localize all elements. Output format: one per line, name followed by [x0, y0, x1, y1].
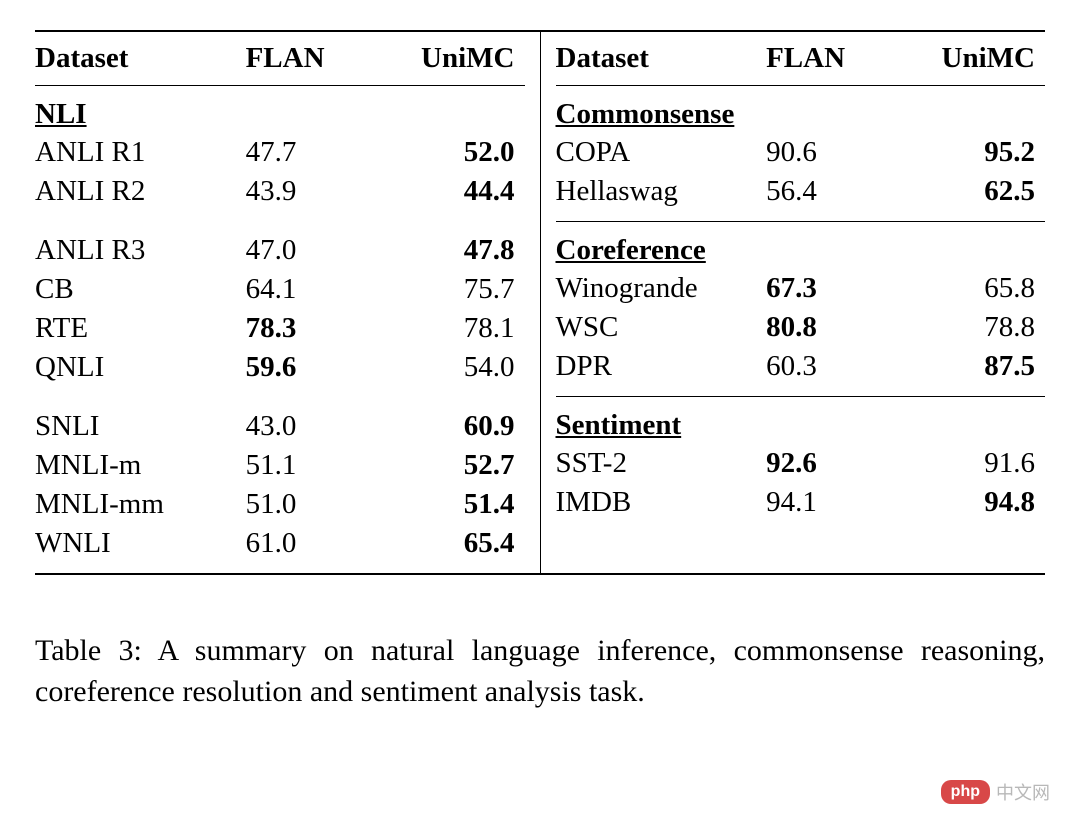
cell-unimc: 51.4 — [383, 488, 525, 521]
table-row: Hellaswag56.462.5 — [556, 172, 1046, 211]
cell-flan: 92.6 — [761, 447, 903, 480]
cell-flan: 56.4 — [761, 175, 903, 208]
cell-flan: 94.1 — [761, 486, 903, 519]
header-unimc: UniMC — [383, 42, 525, 75]
table-header-right: Dataset FLAN UniMC — [556, 32, 1046, 86]
cell-flan: 51.0 — [241, 488, 383, 521]
cell-dataset: QNLI — [35, 351, 241, 384]
cell-flan: 90.6 — [761, 136, 903, 169]
cell-dataset: DPR — [556, 350, 762, 383]
table-caption: Table 3: A summary on natural language i… — [35, 630, 1045, 713]
table-left-half: Dataset FLAN UniMC NLIANLI R147.752.0ANL… — [35, 32, 540, 573]
cell-flan: 51.1 — [241, 449, 383, 482]
cell-unimc: 87.5 — [903, 350, 1045, 383]
table-row: WNLI61.065.4 — [35, 524, 525, 563]
cell-unimc: 54.0 — [383, 351, 525, 384]
table-row: COPA90.695.2 — [556, 133, 1046, 172]
cell-unimc: 47.8 — [383, 234, 525, 267]
cell-flan: 43.9 — [241, 175, 383, 208]
cell-unimc: 91.6 — [903, 447, 1045, 480]
watermark: php 中文网 — [941, 779, 1050, 805]
table-row: Winogrande67.365.8 — [556, 269, 1046, 308]
cell-dataset: SNLI — [35, 410, 241, 443]
cell-unimc: 62.5 — [903, 175, 1045, 208]
table-row: MNLI-mm51.051.4 — [35, 485, 525, 524]
cell-flan: 64.1 — [241, 273, 383, 306]
cell-flan: 59.6 — [241, 351, 383, 384]
cell-dataset: COPA — [556, 136, 762, 169]
cell-unimc: 52.7 — [383, 449, 525, 482]
cell-flan: 60.3 — [761, 350, 903, 383]
cell-dataset: ANLI R2 — [35, 175, 241, 208]
cell-dataset: WSC — [556, 311, 762, 344]
group-title: Commonsense — [556, 96, 1046, 133]
left-groups-container: NLIANLI R147.752.0ANLI R243.944.4ANLI R3… — [35, 86, 525, 573]
cell-dataset: MNLI-mm — [35, 488, 241, 521]
cell-flan: 47.0 — [241, 234, 383, 267]
cell-unimc: 78.8 — [903, 311, 1045, 344]
group-title: Coreference — [556, 232, 1046, 269]
table-header-left: Dataset FLAN UniMC — [35, 32, 525, 86]
cell-flan: 67.3 — [761, 272, 903, 305]
right-groups-container: CommonsenseCOPA90.695.2Hellaswag56.462.5… — [556, 86, 1046, 532]
group-title: Sentiment — [556, 407, 1046, 444]
cell-dataset: Hellaswag — [556, 175, 762, 208]
table-row: MNLI-m51.152.7 — [35, 446, 525, 485]
table-right-half: Dataset FLAN UniMC CommonsenseCOPA90.695… — [540, 32, 1046, 573]
cell-dataset: ANLI R3 — [35, 234, 241, 267]
table-row: ANLI R347.047.8 — [35, 231, 525, 270]
table-row: WSC80.878.8 — [556, 308, 1046, 347]
cell-unimc: 65.4 — [383, 527, 525, 560]
table-group: CoreferenceWinogrande67.365.8WSC80.878.8… — [556, 222, 1046, 397]
header-dataset: Dataset — [556, 42, 762, 75]
table-group: NLIANLI R147.752.0ANLI R243.944.4 — [35, 86, 525, 221]
watermark-text: 中文网 — [996, 779, 1050, 805]
table-group: SNLI43.060.9MNLI-m51.152.7MNLI-mm51.051.… — [35, 397, 525, 573]
table-group: ANLI R347.047.8CB64.175.7RTE78.378.1QNLI… — [35, 221, 525, 397]
cell-dataset: SST-2 — [556, 447, 762, 480]
header-flan: FLAN — [241, 42, 383, 75]
cell-flan: 47.7 — [241, 136, 383, 169]
cell-dataset: RTE — [35, 312, 241, 345]
header-flan: FLAN — [761, 42, 903, 75]
cell-dataset: Winogrande — [556, 272, 762, 305]
table-row: CB64.175.7 — [35, 270, 525, 309]
table-row: QNLI59.654.0 — [35, 348, 525, 387]
table-row: RTE78.378.1 — [35, 309, 525, 348]
cell-dataset: IMDB — [556, 486, 762, 519]
cell-unimc: 52.0 — [383, 136, 525, 169]
cell-dataset: CB — [35, 273, 241, 306]
table-row: ANLI R147.752.0 — [35, 133, 525, 172]
watermark-badge: php — [941, 780, 990, 804]
cell-unimc: 95.2 — [903, 136, 1045, 169]
header-dataset: Dataset — [35, 42, 241, 75]
cell-dataset: MNLI-m — [35, 449, 241, 482]
cell-flan: 43.0 — [241, 410, 383, 443]
cell-dataset: WNLI — [35, 527, 241, 560]
cell-unimc: 75.7 — [383, 273, 525, 306]
table-row: ANLI R243.944.4 — [35, 172, 525, 211]
cell-unimc: 60.9 — [383, 410, 525, 443]
cell-unimc: 44.4 — [383, 175, 525, 208]
cell-unimc: 65.8 — [903, 272, 1045, 305]
table-row: IMDB94.194.8 — [556, 483, 1046, 522]
group-title: NLI — [35, 96, 525, 133]
cell-flan: 61.0 — [241, 527, 383, 560]
cell-unimc: 94.8 — [903, 486, 1045, 519]
table-group: SentimentSST-292.691.6IMDB94.194.8 — [556, 397, 1046, 532]
cell-flan: 80.8 — [761, 311, 903, 344]
table-row: SNLI43.060.9 — [35, 407, 525, 446]
header-unimc: UniMC — [903, 42, 1045, 75]
cell-dataset: ANLI R1 — [35, 136, 241, 169]
table-row: SST-292.691.6 — [556, 444, 1046, 483]
table-row: DPR60.387.5 — [556, 347, 1046, 386]
cell-unimc: 78.1 — [383, 312, 525, 345]
cell-flan: 78.3 — [241, 312, 383, 345]
table-group: CommonsenseCOPA90.695.2Hellaswag56.462.5 — [556, 86, 1046, 222]
results-table: Dataset FLAN UniMC NLIANLI R147.752.0ANL… — [35, 30, 1045, 575]
